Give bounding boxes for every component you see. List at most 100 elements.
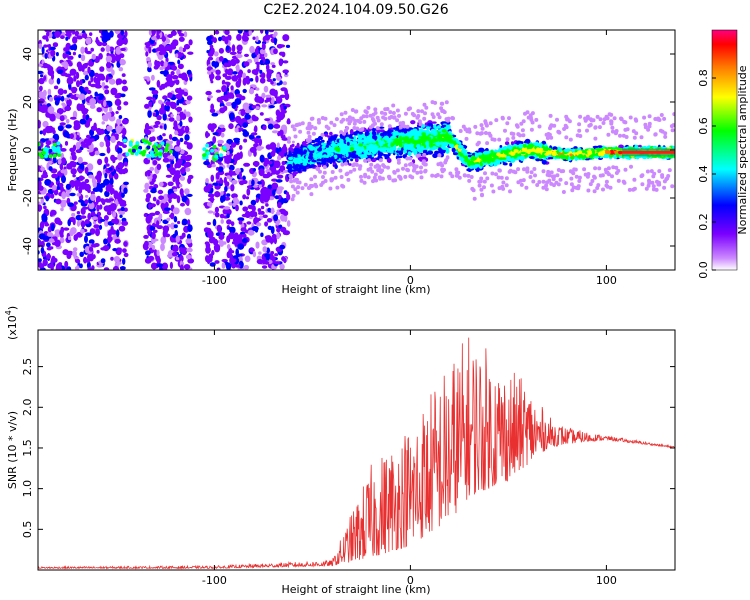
spectrogram-cell <box>57 220 63 226</box>
spectrogram-cell <box>84 235 88 244</box>
spectrogram-cell <box>80 46 85 54</box>
spectrogram-cell <box>171 252 178 257</box>
spectrogram-cell <box>122 248 127 254</box>
spectrogram-cell <box>226 193 231 197</box>
spectrogram-cell <box>176 99 180 106</box>
spectrogram-cell <box>119 53 125 59</box>
spectrogram-cell <box>47 160 53 164</box>
spectrogram-cell <box>283 73 289 78</box>
spectrogram-cell <box>266 247 270 254</box>
spectrogram-cell <box>211 250 215 256</box>
spectrogram-cell <box>168 198 172 204</box>
spectrogram-cell <box>52 257 58 263</box>
spectrogram-cell <box>183 91 188 97</box>
spectrogram-cell <box>212 132 220 136</box>
spectrogram-cell <box>276 232 280 240</box>
spectrogram-cell <box>59 115 65 122</box>
spectrogram-cell <box>265 203 269 207</box>
spectrogram-cell <box>208 197 215 202</box>
spectrogram-cell <box>176 139 181 147</box>
spectrogram-cell <box>276 82 281 86</box>
spectrogram-cell <box>173 188 178 192</box>
spectrogram-cell <box>55 112 61 119</box>
spectrogram-cell <box>46 242 51 248</box>
spectrogram-cell <box>103 215 109 221</box>
spectrogram-cell <box>43 75 47 81</box>
spectrogram-cell <box>76 265 80 270</box>
spectrogram-cell <box>224 36 229 45</box>
spectrogram-cell <box>79 118 87 125</box>
spectrogram-cell <box>71 212 76 217</box>
spectrogram-cell <box>109 106 113 113</box>
spectrogram-cell <box>157 189 164 195</box>
spectrogram-cell <box>60 35 65 40</box>
spectrogram-cell <box>43 44 48 48</box>
spectrogram-cell <box>254 47 259 56</box>
spectrogram-cell <box>279 94 286 99</box>
spectrogram-cell <box>147 61 152 68</box>
spectrogram-cell <box>205 178 209 184</box>
spectrogram-cell <box>173 120 178 128</box>
spectrogram-cell <box>165 174 172 178</box>
spectrogram-cell <box>225 75 232 80</box>
spectrogram-cell <box>162 133 166 137</box>
spectrogram-cell <box>170 160 175 165</box>
spectrogram-cell <box>222 145 227 150</box>
spectrogram-cell <box>175 94 182 99</box>
spectrogram-cell <box>122 257 126 265</box>
spectrogram-cell <box>149 181 155 185</box>
spectrogram-cell <box>187 177 192 184</box>
spectrogram-cell <box>258 138 263 146</box>
spectrogram-cell <box>179 246 184 253</box>
spectrogram-cell <box>390 147 395 151</box>
spectrogram-cell <box>214 245 221 253</box>
spectrogram-cell <box>179 176 185 181</box>
spectrogram-cell <box>84 199 89 205</box>
spectrogram-cell <box>260 205 265 210</box>
spectrogram-cell <box>58 182 64 188</box>
spectrogram-cell <box>55 265 62 270</box>
spectrogram-cell <box>84 138 88 144</box>
spectrogram-cell <box>75 71 80 80</box>
spectrogram-cell <box>285 44 291 48</box>
spectrogram-cell <box>163 61 168 68</box>
spectrogram-cell <box>65 33 72 37</box>
spectrogram-cell <box>264 261 270 265</box>
spectrogram-cell <box>255 75 259 83</box>
spectrogram-cell <box>66 266 72 270</box>
spectrogram-cell <box>234 264 241 268</box>
spectrogram-cell <box>72 161 77 166</box>
spectrogram-cell <box>158 99 163 104</box>
spectrogram-cell <box>271 90 278 96</box>
spectrogram-cell <box>144 240 149 248</box>
spectrogram-cell <box>179 120 183 127</box>
spectrogram-cell <box>113 173 119 180</box>
spectrogram-cell <box>224 181 230 187</box>
spectrogram-cell <box>57 125 64 132</box>
spectrogram-cell <box>217 239 224 244</box>
spectrogram-cell <box>147 173 151 177</box>
spectrogram-cell <box>81 108 89 113</box>
spectrogram-cell <box>215 75 222 81</box>
spectrogram-cell <box>181 195 188 203</box>
spectrogram-cell <box>162 152 168 159</box>
spectrogram-cell <box>269 142 277 150</box>
spectrogram-cell <box>240 109 246 117</box>
spectrogram-cell <box>215 89 222 93</box>
spectrogram-cell <box>151 74 155 81</box>
spectrogram-cell <box>251 116 259 122</box>
spectrogram-cell <box>152 173 157 180</box>
spectrogram-cell <box>47 88 52 96</box>
spectrogram-cell <box>235 53 243 59</box>
spectrogram-cell <box>74 30 80 37</box>
spectrogram-cell <box>177 59 181 65</box>
spectrogram-cell <box>265 94 272 98</box>
spectrogram-cell <box>171 75 179 80</box>
spectrogram-cell <box>245 196 250 200</box>
spectrogram-cell <box>61 175 66 184</box>
spectrogram-cell <box>167 181 174 186</box>
spectrogram-cell <box>47 106 55 114</box>
spectrogram-cell <box>212 182 219 186</box>
spectrogram-cell <box>45 195 50 202</box>
